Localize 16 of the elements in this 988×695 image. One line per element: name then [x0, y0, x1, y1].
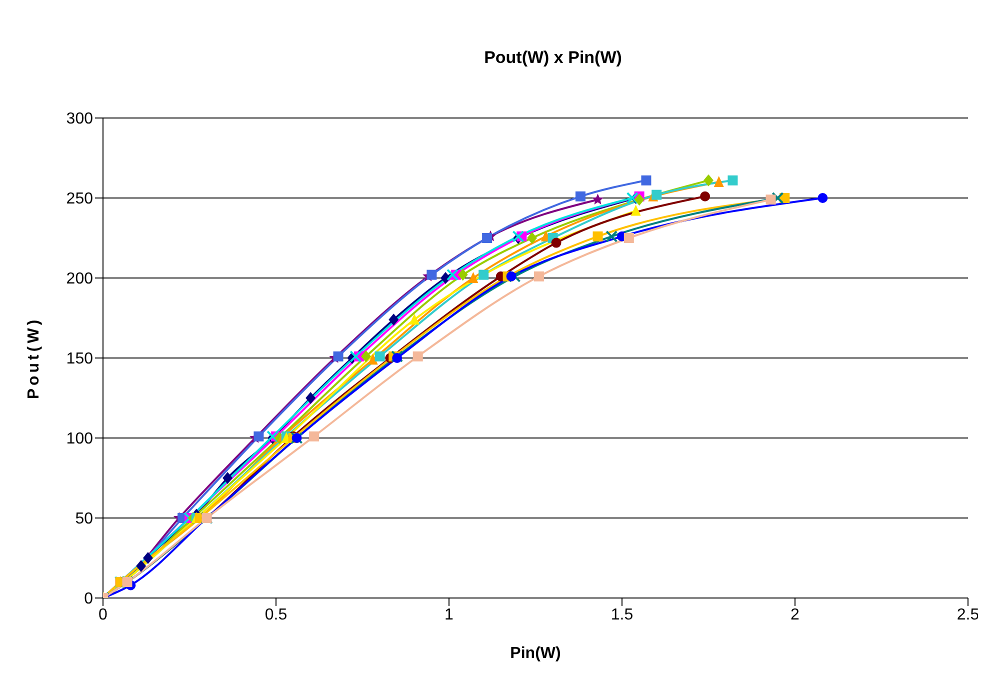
x-tick-label: 2	[790, 606, 800, 624]
chart-title: Pout(W) x Pin(W)	[484, 48, 622, 67]
y-tick-label: 300	[66, 110, 94, 128]
y-tick-label: 50	[75, 510, 94, 528]
y-tick-label: 100	[66, 430, 94, 448]
y-tick-label: 0	[84, 590, 94, 608]
x-tick-label: 1	[444, 606, 454, 624]
y-axis-title: Pout(W)	[26, 316, 43, 400]
y-tick-label: 200	[66, 270, 94, 288]
x-tick-label: 0.5	[264, 606, 288, 624]
y-tick-label: 150	[66, 350, 94, 368]
x-tick-label: 2.5	[956, 606, 980, 624]
x-axis-title: Pin(W)	[510, 645, 561, 662]
y-tick-label: 250	[66, 190, 94, 208]
x-tick-label: 0	[98, 606, 108, 624]
x-tick-label: 1.5	[610, 606, 634, 624]
